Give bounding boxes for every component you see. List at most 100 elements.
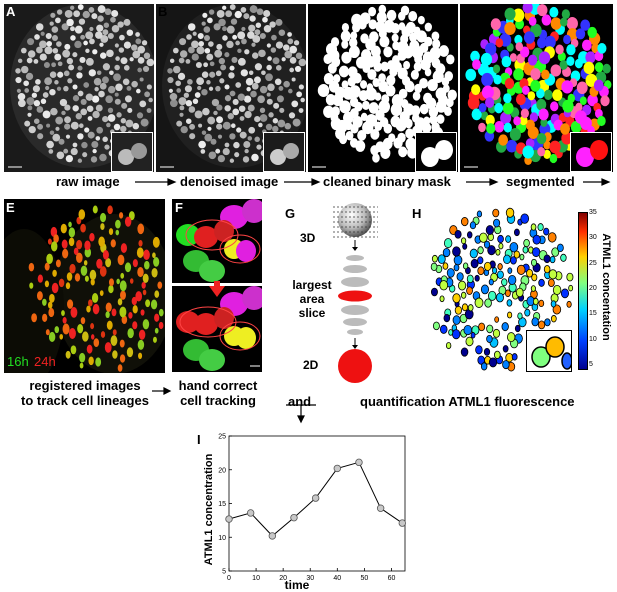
segmented-cell (562, 99, 574, 113)
mask-blob (438, 94, 448, 106)
tracked-cell (120, 290, 126, 300)
nucleus (83, 82, 90, 88)
mask-blob (427, 78, 438, 92)
mask-blob (365, 38, 376, 51)
nucleus (80, 34, 86, 40)
quantified-cell (460, 217, 469, 227)
nucleus (270, 47, 277, 53)
nucleus (54, 53, 62, 61)
tracked-cell (61, 239, 68, 249)
tracked-cell (105, 311, 110, 319)
nucleus (113, 73, 121, 82)
nucleus (241, 38, 247, 45)
nucleus (44, 46, 53, 55)
segmented-cell (481, 72, 494, 87)
panel-c-binary-mask (308, 4, 458, 172)
mask-blob (360, 112, 368, 122)
nucleus (248, 126, 256, 134)
nucleus (222, 121, 231, 130)
quantified-cell (474, 235, 482, 244)
mask-blob (419, 78, 429, 89)
panel-label-a: A (6, 4, 16, 19)
nucleus (237, 57, 246, 66)
tracked-cell (119, 306, 127, 318)
quantified-cell (504, 248, 513, 259)
nucleus (135, 32, 140, 37)
nucleus (230, 18, 238, 25)
segmented-cell (490, 18, 501, 31)
nucleus (169, 58, 175, 64)
nucleus (137, 67, 143, 73)
quantified-cell (532, 247, 541, 258)
segmented-cell (600, 95, 610, 107)
tracked-cell (137, 267, 144, 278)
segmented-cell (506, 139, 518, 153)
nucleus (189, 133, 196, 140)
nucleus (118, 47, 125, 53)
quantified-cell (463, 324, 473, 336)
quantified-cell (446, 268, 455, 278)
nucleus (83, 40, 88, 46)
segmented-cell (593, 79, 604, 92)
quantified-cell (443, 314, 451, 323)
nucleus (58, 138, 65, 145)
nucleus (197, 85, 202, 91)
segmented-cell (550, 64, 562, 77)
quantified-cell (501, 278, 508, 287)
mask-blob (423, 92, 433, 104)
quantified-cell (503, 254, 511, 265)
quantified-cell (498, 285, 507, 296)
nucleus (215, 70, 222, 77)
nucleus (279, 107, 285, 113)
nucleus (262, 16, 268, 23)
tracked-cell (68, 221, 72, 228)
panel-label-e: E (6, 200, 15, 215)
mask-blob (349, 37, 358, 48)
nucleus (63, 148, 69, 154)
nucleus (66, 57, 74, 65)
x-axis-label: time (285, 578, 310, 592)
nucleus (234, 10, 242, 19)
nucleus (64, 43, 71, 50)
mask-blob (444, 106, 452, 117)
mask-blob (436, 114, 445, 124)
nucleus (97, 15, 104, 22)
nucleus (102, 29, 109, 36)
mask-blob (387, 60, 396, 71)
nucleus (248, 70, 254, 76)
nucleus (172, 47, 179, 54)
label-3d: 3D (300, 231, 316, 245)
tracked-cell (52, 269, 57, 277)
nucleus (206, 53, 214, 61)
tracked-cell (119, 339, 125, 348)
tracked-cell (131, 296, 137, 306)
nucleus (85, 93, 94, 101)
nucleus (252, 52, 259, 59)
segmented-cell (527, 54, 538, 66)
segmented-cell (566, 44, 576, 56)
quantified-cell (548, 269, 558, 280)
tracked-cell (119, 212, 124, 219)
y-axis-label: ATML1 concentration (203, 453, 215, 565)
nucleus (211, 98, 220, 107)
nucleus (95, 104, 103, 112)
segmented-cell (470, 50, 480, 63)
data-point (225, 515, 233, 523)
x-tick-label: 0 (227, 575, 231, 582)
mask-blob (432, 70, 444, 83)
nucleus (287, 32, 292, 37)
segmented-cell (501, 55, 512, 68)
nucleus (85, 48, 90, 54)
nucleus (132, 50, 141, 59)
mask-blob (365, 87, 377, 101)
caption-raw-image: raw image (56, 174, 120, 189)
nucleus (239, 131, 247, 139)
nucleus (192, 31, 197, 36)
tracked-cell (49, 293, 55, 303)
mask-blob (368, 6, 377, 17)
quantified-cell (483, 269, 490, 277)
tracked-cell (51, 282, 59, 294)
panel-a-raw-image (4, 4, 154, 172)
time-24h-label: 24h (34, 354, 56, 369)
tracked-cell (44, 280, 50, 288)
